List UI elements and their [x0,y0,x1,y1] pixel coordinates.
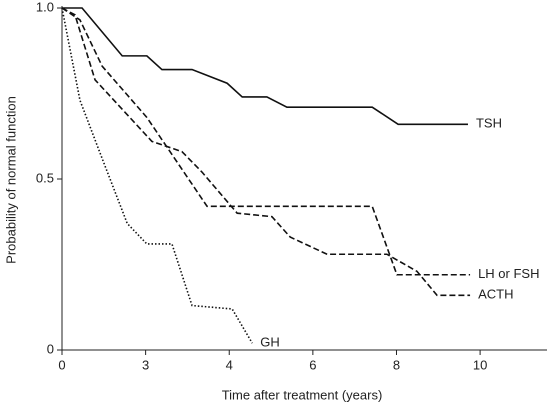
y-tick-label: 1.0 [36,0,54,14]
series-label: ACTH [478,287,513,302]
x-axis-title: Time after treatment (years) [222,387,383,402]
series-line [62,7,468,126]
series-label: GH [260,335,280,350]
x-tick-label: 0 [58,357,65,372]
series-line [61,7,471,297]
series-line [61,7,471,276]
series-line [61,7,253,344]
y-axis-title: Probability of normal function [3,96,18,264]
series-label: LH or FSH [478,266,539,281]
y-tick-label: 0.5 [36,170,54,185]
x-tick-label: 4 [226,357,233,372]
x-tick-label: 6 [309,357,316,372]
x-tick-label: 10 [473,357,487,372]
x-tick-label: 8 [393,357,400,372]
y-tick-label: 0 [47,341,54,356]
x-tick-label: 3 [142,357,149,372]
series-label: TSH [476,116,502,131]
